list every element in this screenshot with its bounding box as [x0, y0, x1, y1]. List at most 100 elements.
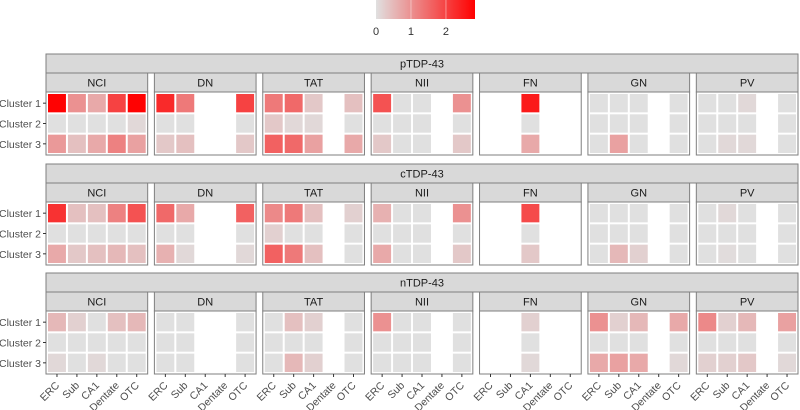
x-tick-label: ERC [580, 379, 604, 403]
heatmap-cell: nTDP-43 NCI Cluster 1 ERC: 0.5 [48, 313, 66, 332]
heatmap-cell: cTDP-43 PV Cluster 3 ERC: 0 [698, 244, 717, 263]
panel-fn: FNcTDP-43 FN Cluster 1 CA1: 1.9cTDP-43 F… [479, 182, 582, 266]
heatmap-cell: nTDP-43 NCI Cluster 2 CA1: 0 [87, 333, 106, 352]
heatmap-cell: nTDP-43 PV Cluster 1 CA1: 0.5 [738, 313, 757, 332]
y-axis: Cluster 1 Cluster 2 Cluster 3 Cluster 1 Clus… [0, 98, 46, 370]
heatmap-cell: pTDP-43 TAT Cluster 3 Sub: 1.5 [284, 134, 303, 153]
panel-strip-label: DN [197, 297, 213, 309]
heatmap-cell: cTDP-43 NII Cluster 2 ERC: 0 [373, 224, 392, 243]
heatmap-cell: nTDP-43 TAT Cluster 2 OTC: 0 [344, 333, 363, 352]
heatmap-cell: cTDP-43 PV Cluster 3 OTC: 0 [778, 244, 796, 263]
x-tick-label: Sub [711, 380, 733, 402]
y-tick-label: Cluster 2 [0, 119, 41, 131]
heatmap-cell: cTDP-43 TAT Cluster 1 OTC: 0.2 [344, 204, 363, 223]
heatmap-cell: nTDP-43 NII Cluster 2 Sub: 0 [393, 333, 412, 352]
heatmap-cell: pTDP-43 TAT Cluster 2 CA1: 0.1 [304, 114, 323, 133]
heatmap-cell: nTDP-43 TAT Cluster 2 Sub: 0 [284, 333, 303, 352]
heatmap-cell: pTDP-43 NII Cluster 3 OTC: 0.3 [452, 134, 471, 153]
heatmap-cell: nTDP-43 TAT Cluster 1 Sub: 0.4 [284, 313, 303, 332]
panel-strip-label: DN [197, 78, 213, 90]
heatmap-cell: cTDP-43 PV Cluster 1 ERC: 0 [698, 204, 717, 223]
heatmap-cell: nTDP-43 NCI Cluster 3 OTC: 0 [127, 353, 146, 372]
panel-strip-label: PV [740, 78, 755, 90]
heatmap-cell: nTDP-43 NCI Cluster 3 CA1: 0.1 [87, 353, 106, 372]
heatmap-cell: cTDP-43 NCI Cluster 1 Dentate: 1.2 [107, 204, 126, 223]
heatmap-cell: pTDP-43 FN Cluster 3 CA1: 0.7 [521, 134, 540, 153]
heatmap-cell: pTDP-43 GN Cluster 3 CA1: 0 [629, 134, 648, 153]
heatmap-cell: pTDP-43 GN Cluster 1 ERC: 0 [589, 94, 608, 113]
heatmap-cell: pTDP-43 TAT Cluster 1 ERC: 1.3 [264, 94, 283, 113]
heatmap-cell: pTDP-43 NII Cluster 2 Sub: 0 [393, 114, 412, 133]
heatmap-cell: pTDP-43 NCI Cluster 3 CA1: 0.7 [87, 134, 106, 153]
heatmap-cell: nTDP-43 DN Cluster 1 OTC: 0 [236, 313, 255, 332]
heatmap-cell: pTDP-43 TAT Cluster 3 CA1: 0.8 [304, 134, 323, 153]
heatmap-cell: pTDP-43 NCI Cluster 3 ERC: 0.9 [48, 134, 66, 153]
heatmap-cell: pTDP-43 GN Cluster 2 Sub: 0 [609, 114, 628, 133]
heatmap-cell: cTDP-43 NCI Cluster 3 Dentate: 0.5 [107, 244, 126, 263]
panel-strip-label: FN [523, 188, 538, 200]
heatmap-cell: nTDP-43 NCI Cluster 3 ERC: 0.1 [48, 353, 66, 372]
heatmap-cell: cTDP-43 PV Cluster 2 OTC: 0 [778, 224, 796, 243]
stain-strip-label: pTDP-43 [400, 59, 444, 71]
heatmap-cell: pTDP-43 TAT Cluster 3 OTC: 0.7 [344, 134, 363, 153]
y-tick-label: Cluster 3 [0, 358, 41, 370]
panel-strip-label: DN [197, 188, 213, 200]
heatmap-cell: cTDP-43 DN Cluster 1 OTC: 1.6 [236, 204, 255, 223]
x-tick-label: ERC [146, 379, 170, 403]
heatmap-cell: cTDP-43 GN Cluster 1 ERC: 0 [589, 204, 608, 223]
heatmap-cell: nTDP-43 DN Cluster 3 ERC: 0 [156, 353, 175, 372]
heatmap-cell: pTDP-43 NCI Cluster 1 Sub: 1 [67, 94, 86, 113]
heatmap-cell: cTDP-43 NII Cluster 2 CA1: 0 [413, 224, 431, 243]
panel-gn: GNcTDP-43 GN Cluster 1 ERC: 0cTDP-43 GN … [587, 182, 691, 266]
heatmap-cell: cTDP-43 TAT Cluster 1 Sub: 1.3 [284, 204, 303, 223]
heatmap-cell: nTDP-43 GN Cluster 2 OTC: 0 [669, 333, 688, 352]
heatmap-cell: cTDP-43 TAT Cluster 3 CA1: 0.4 [304, 244, 323, 263]
heatmap-cell: cTDP-43 PV Cluster 2 ERC: 0 [698, 224, 717, 243]
heatmap-cell: cTDP-43 TAT Cluster 2 CA1: 0 [304, 224, 323, 243]
heatmap-cell: pTDP-43 DN Cluster 3 Sub: 0.4 [176, 134, 195, 153]
heatmap-cell: nTDP-43 NII Cluster 3 CA1: 0 [413, 353, 431, 372]
color-legend: 0 1 2 [373, 0, 475, 38]
heatmap-cell: pTDP-43 TAT Cluster 2 ERC: 0.3 [264, 114, 283, 133]
heatmap-cell: pTDP-43 NII Cluster 1 OTC: 1 [452, 94, 471, 113]
heatmap-cell: nTDP-43 PV Cluster 1 Sub: 0.2 [718, 313, 737, 332]
heatmap-cell: cTDP-43 NCI Cluster 3 Sub: 0.3 [67, 244, 86, 263]
heatmap-cell: cTDP-43 TAT Cluster 3 ERC: 1.6 [264, 244, 283, 263]
heatmap-cell: pTDP-43 GN Cluster 2 CA1: 0 [629, 114, 648, 133]
panel-strip-label: TAT [304, 188, 323, 200]
panel-nci: NCIpTDP-43 NCI Cluster 1 ERC: 2.8pTDP-43… [45, 72, 149, 156]
heatmap-cell: nTDP-43 GN Cluster 1 CA1: 0.5 [629, 313, 648, 332]
heatmap-cell: pTDP-43 GN Cluster 1 OTC: 0 [669, 94, 688, 113]
heatmap-cell: pTDP-43 NII Cluster 2 ERC: 0 [373, 114, 392, 133]
heatmap-cell: cTDP-43 PV Cluster 3 CA1: 0 [738, 244, 757, 263]
heatmap-cell: pTDP-43 GN Cluster 1 CA1: 0 [629, 94, 648, 113]
heatmap-cell: cTDP-43 GN Cluster 3 ERC: 0 [589, 244, 608, 263]
panel-tat: TATnTDP-43 TAT Cluster 1 ERC: 0nTDP-43 T… [262, 291, 365, 375]
heatmap-cell: pTDP-43 TAT Cluster 1 CA1: 0.3 [304, 94, 323, 113]
heatmap-cell: pTDP-43 PV Cluster 1 Sub: 0 [718, 94, 737, 113]
heatmap-cell: cTDP-43 DN Cluster 2 OTC: 0 [236, 224, 255, 243]
heatmap-cell: pTDP-43 NCI Cluster 2 Sub: 0 [67, 114, 86, 133]
heatmap-cell: cTDP-43 GN Cluster 3 CA1: 0.2 [629, 244, 648, 263]
x-tick-label: OTC [334, 379, 358, 403]
heatmap-cell: cTDP-43 TAT Cluster 3 Sub: 1.3 [284, 244, 303, 263]
heatmap-cell: nTDP-43 TAT Cluster 3 CA1: 0.2 [304, 353, 323, 372]
heatmap-cell: nTDP-43 TAT Cluster 1 CA1: 0.2 [304, 313, 323, 332]
heatmap-cell: pTDP-43 PV Cluster 2 CA1: 0 [738, 114, 757, 133]
heatmap-cell: nTDP-43 DN Cluster 1 ERC: 0 [156, 313, 175, 332]
heatmap-cell: cTDP-43 DN Cluster 3 OTC: 0.1 [236, 244, 255, 263]
heatmap-cell: cTDP-43 GN Cluster 2 Sub: 0 [609, 224, 628, 243]
heatmap-cell: nTDP-43 GN Cluster 3 Sub: 0.8 [609, 353, 628, 372]
y-tick-label: Cluster 2 [0, 338, 41, 350]
heatmap-cell: pTDP-43 DN Cluster 1 OTC: 2 [236, 94, 255, 113]
heatmap-cell: pTDP-43 PV Cluster 1 CA1: 0.1 [738, 94, 757, 113]
heatmap-cell: nTDP-43 TAT Cluster 2 CA1: 0 [304, 333, 323, 352]
heatmap-cell: cTDP-43 NCI Cluster 1 OTC: 1.8 [127, 204, 146, 223]
heatmap-cell: cTDP-43 NII Cluster 2 Sub: 0 [393, 224, 412, 243]
heatmap-cell: cTDP-43 DN Cluster 3 ERC: 0.6 [156, 244, 175, 263]
x-tick-label: ERC [363, 379, 387, 403]
x-tick-label: Sub [494, 380, 516, 402]
heatmap-cell: pTDP-43 PV Cluster 1 ERC: 0 [698, 94, 717, 113]
